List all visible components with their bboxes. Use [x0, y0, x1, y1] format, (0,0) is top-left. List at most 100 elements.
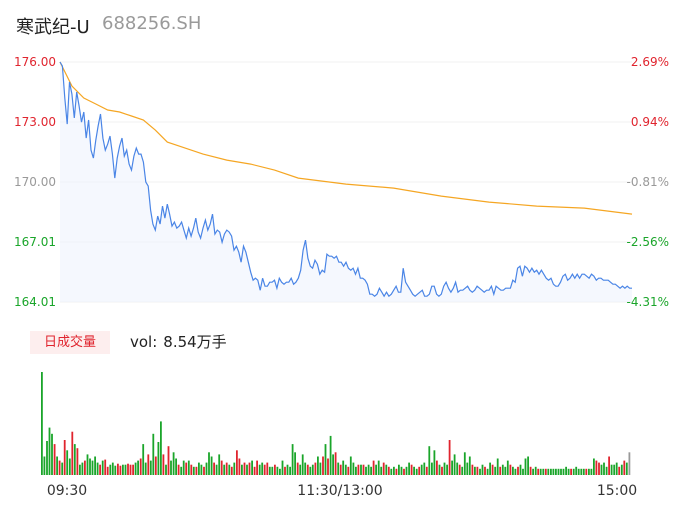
volume-bar — [565, 466, 567, 475]
volume-bar — [322, 456, 324, 475]
volume-bar — [537, 468, 540, 475]
volume-bar — [390, 468, 393, 475]
volume-bar — [431, 462, 433, 475]
volume-bar — [311, 464, 314, 475]
x-tick-label: 11:30/13:00 — [297, 483, 382, 499]
volume-bar — [114, 465, 117, 475]
volume-bar — [304, 462, 307, 475]
stock-name: 寒武纪-U — [16, 17, 90, 38]
volume-bar — [605, 466, 608, 475]
volume-bar — [167, 446, 170, 475]
volume-bar — [279, 468, 281, 475]
volume-bar — [337, 462, 340, 475]
volume-bar — [534, 466, 537, 475]
volume-bar — [620, 464, 623, 475]
volume-bar — [68, 458, 71, 475]
y-tick-label-left: 173.00 — [14, 115, 56, 129]
volume-bar — [53, 444, 56, 475]
price-area-fill — [60, 62, 632, 302]
volume-bar — [63, 440, 66, 475]
volume-bar — [542, 468, 545, 475]
volume-bar — [271, 466, 274, 475]
volume-bar — [180, 466, 183, 475]
volume-bar — [205, 462, 208, 475]
volume-bar — [157, 442, 160, 475]
volume-bar — [195, 466, 198, 475]
volume-bar — [481, 464, 484, 475]
volume-bar — [474, 466, 476, 475]
volume-bar — [519, 464, 522, 475]
volume-bar — [580, 468, 583, 475]
y-axis-right-labels: 2.69% 0.94% -0.81% -2.56% -4.31% — [627, 55, 669, 309]
volume-bar — [479, 468, 481, 475]
volume-bar — [418, 466, 421, 475]
volume-bar — [362, 464, 365, 475]
volume-bar — [387, 466, 390, 475]
volume-bar — [258, 464, 261, 475]
volume-bar — [512, 466, 514, 475]
volume-bar — [357, 464, 360, 475]
volume-bar — [514, 468, 517, 475]
volume-bar — [415, 468, 418, 475]
volume-bar — [567, 468, 570, 475]
volume-bar — [370, 466, 372, 475]
volume-bar — [600, 464, 603, 475]
volume-badge[interactable]: 日成交量 — [30, 331, 110, 354]
volume-bar — [393, 466, 395, 475]
volume-bar — [286, 464, 289, 475]
volume-bar — [339, 464, 342, 475]
volume-bar — [400, 466, 403, 475]
volume-bar — [51, 433, 53, 475]
volume-bar — [154, 456, 157, 475]
volume-bar — [238, 458, 241, 475]
volume-bar — [106, 466, 109, 475]
volume-bar — [142, 444, 145, 475]
volume-bar — [491, 464, 494, 475]
volume-bar — [61, 462, 64, 475]
volume-bar — [243, 462, 246, 475]
volume-bar — [334, 452, 337, 475]
volume-bar — [317, 456, 319, 475]
volume-label: vol: — [130, 333, 158, 351]
volume-bar — [200, 464, 203, 475]
volume-bar — [165, 464, 167, 475]
volume-bar — [294, 452, 296, 475]
volume-bar — [263, 464, 266, 475]
volume-bar — [46, 441, 48, 475]
volume-bar — [448, 440, 451, 475]
volume-bar — [501, 464, 504, 475]
y-axis-left-labels: 176.00 173.00 170.00 167.01 164.01 — [14, 55, 56, 309]
volume-bar — [458, 464, 461, 475]
volume-bar — [593, 458, 595, 475]
volume-bar — [132, 464, 134, 475]
volume-bar — [147, 454, 150, 475]
volume-bar — [532, 468, 534, 475]
volume-bar — [625, 462, 628, 475]
volume-bar — [170, 460, 172, 475]
volume-bar — [162, 454, 165, 475]
volume-bar — [347, 466, 350, 475]
volume-bar — [236, 450, 238, 475]
volume-bar — [101, 460, 104, 475]
price-line — [59, 61, 632, 298]
volume-bar — [210, 456, 213, 475]
volume-bar — [190, 464, 193, 475]
volume-bar — [233, 462, 236, 475]
volume-bar — [610, 464, 613, 475]
volume-bar — [461, 466, 464, 475]
y-tick-label-right: 2.69% — [631, 55, 669, 69]
volume-bar — [522, 468, 524, 475]
volume-bar — [377, 460, 380, 475]
volume-bar — [332, 454, 334, 475]
volume-bar — [79, 464, 81, 475]
volume-bar — [557, 468, 560, 475]
volume-bar — [274, 464, 276, 475]
volume-bar — [43, 456, 46, 475]
volume-bar — [425, 466, 428, 475]
volume-bar — [529, 466, 532, 475]
volume-bar — [436, 460, 438, 475]
volume-bar — [220, 460, 223, 475]
volume-bar — [463, 452, 466, 475]
volume-bar — [385, 464, 388, 475]
volume-bar — [144, 462, 147, 475]
